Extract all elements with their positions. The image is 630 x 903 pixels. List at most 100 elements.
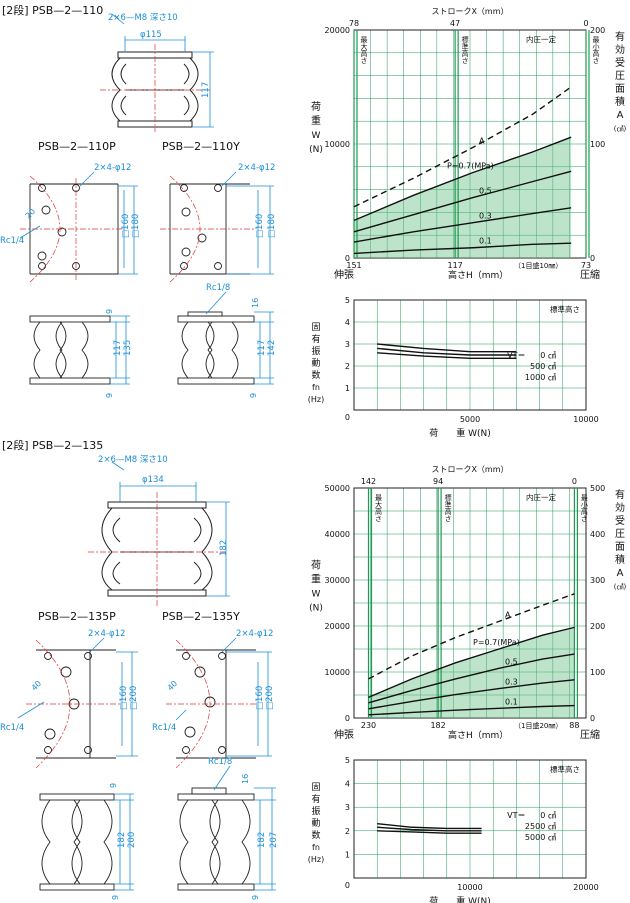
freq-110-freq-label: 数 [311, 369, 320, 381]
y-side-mid-110: 117 [257, 340, 267, 356]
freq-135-xtick: 20000 [573, 883, 598, 892]
freq-135-freq-label: 有 [311, 793, 320, 805]
y-sq180-110: □180 [267, 214, 277, 238]
load-135-expand-label: 伸張 [334, 729, 354, 741]
load-135-ytick-right: 0 [590, 714, 595, 723]
p-sq180-110: □180 [131, 214, 141, 238]
load-135-load-label: 荷 [311, 560, 321, 572]
y-holes-110: 2×4-φ12 [238, 163, 275, 173]
load-110-ytick-left: 0 [345, 254, 350, 263]
load-110-series-1 [353, 136, 572, 222]
freq-110-vt-value-0: 0 ㎠ [540, 351, 556, 360]
load-135-series-0 [368, 593, 575, 680]
y-side-top-135: 16 [241, 774, 250, 784]
load-135-area-label: 圧 [615, 529, 625, 540]
freq-110-freq-label: 固 [311, 322, 320, 333]
load-110-load-label: W [312, 131, 321, 141]
load-135-series-label-3: 0.3 [505, 678, 518, 687]
charts-panel: 最大高さ 標準高さ 最小高さ内圧一定AP=0.7(MPa)0.50.30.10100… [308, 7, 627, 903]
load-110-xtick: 151 [346, 261, 361, 270]
load-135-area-label: A [617, 568, 624, 579]
y-side-top-110: 16 [251, 298, 260, 308]
load-110-load-label: (N) [309, 145, 323, 155]
load-110-stroke-tick: 0 [583, 19, 588, 28]
load-135-stroke-tick: 142 [361, 477, 376, 486]
y-sq160-135: □160 [255, 686, 265, 710]
freq-110-series-1 [377, 347, 517, 356]
freq-110-vt-label: VT＝ [507, 351, 525, 360]
p-side-top-110: 9 [105, 309, 114, 314]
load-110-series-label-3: 0.3 [479, 212, 492, 221]
load-135-frame [353, 487, 587, 719]
load-110-height-axis: 高さH（mm） [448, 269, 508, 281]
drawing-110-top: 2×6—M8 深さ10 φ115 117 PSB—2—110P PSB—2—11… [0, 13, 277, 398]
y-rc-110: Rc1/8 [206, 283, 230, 293]
freq-135-vt-value-2: 5000 ㎠ [525, 833, 556, 842]
load-110-series-4 [353, 242, 572, 255]
load-110-marker-label-0: 最大高さ [360, 36, 368, 65]
drawing-135-top: 2×6—M8 深さ10 φ134 182 PSB—2—135P PSB—2—13… [0, 455, 279, 900]
freq-110-freq-label: 動 [311, 358, 320, 369]
p-side-top-135: 9 [109, 783, 118, 788]
freq-135-freq-label: 固 [311, 782, 320, 793]
hole-spec-135: 2×6—M8 深さ10 [98, 455, 168, 465]
load-135-stroke-tick: 94 [433, 477, 443, 486]
p-holes-110: 2×4-φ12 [94, 163, 131, 173]
load-110-area-label: 積 [615, 95, 625, 108]
load-110-area-label: 面 [615, 84, 625, 95]
y-side-bot-110: 9 [249, 393, 258, 398]
freq-110-xtick: 10000 [573, 415, 598, 424]
load-135-height-axis: 高さH（mm） [448, 729, 508, 741]
load-110-scale-note: （1目盛10㎜） [514, 261, 562, 270]
load-110-ytick-right: 200 [590, 26, 605, 35]
load-135-stroke-label: ストロークX（mm） [431, 465, 508, 474]
load-135-ytick-left: 30000 [325, 576, 350, 585]
load-135-series-label-0: A [505, 610, 511, 619]
load-110-area-label: 圧 [615, 71, 625, 82]
freq-110-ytick: 3 [345, 340, 350, 349]
load-135-shaded-area [368, 627, 575, 718]
variant-y-135: PSB—2—135Y [162, 610, 240, 623]
load-110-series-label-1: P=0.7(MPa) [447, 162, 494, 171]
hole-spec-110: 2×6—M8 深さ10 [108, 13, 178, 23]
freq-135-frame [353, 759, 587, 879]
load-135-series-3 [368, 679, 575, 710]
load-110-stroke-tick: 47 [450, 19, 460, 28]
freq-110-series-0 [377, 343, 517, 353]
freq-135-xtick: 10000 [457, 883, 482, 892]
load-135-ytick-left: 20000 [325, 622, 350, 631]
freq-135-freq-label: 動 [311, 818, 320, 829]
load-135-ytick-right: 400 [590, 530, 605, 539]
freq-135-freq-label: 数 [311, 829, 320, 841]
load-110-series-3 [353, 207, 572, 243]
freq-135-vt-value-1: 2500 ㎠ [525, 822, 556, 831]
load-135-series-label-1: P=0.7(MPa) [473, 638, 520, 647]
variant-y-110: PSB—2—110Y [162, 140, 240, 153]
p-side-total-110: 135 [123, 340, 133, 356]
load-110-load-label: 重 [311, 114, 321, 127]
load-135-marker-label-0: 最大高さ [375, 494, 383, 523]
freq-110-freq-label: 有 [311, 333, 320, 345]
y-rc1-135: Rc1/4 [152, 723, 176, 733]
freq-110-ytick: 1 [345, 384, 350, 393]
load-135-area-label: 有 [615, 488, 625, 501]
load-110-const-pressure: 内圧一定 [526, 34, 556, 44]
load-135-area-label: 積 [615, 553, 625, 566]
p-rc-110: Rc1/4 [0, 236, 24, 246]
freq-110-freq-label: 振 [311, 345, 320, 357]
load-110-compress-label: 圧縮 [580, 268, 600, 281]
load-110-area-label: 有 [615, 30, 625, 43]
load-135-area-label: 効 [615, 501, 625, 514]
p-sq160-110: □160 [121, 214, 131, 238]
load-110-marker-label-1: 標準高さ [461, 35, 469, 65]
freq-135-ytick: 1 [345, 850, 350, 859]
freq-110-frame [353, 299, 587, 411]
freq-135-ytick: 4 [345, 780, 350, 789]
load-135-ytick-right: 500 [590, 484, 605, 493]
load-135-ytick-left: 40000 [325, 530, 350, 539]
p-rc-135: Rc1/4 [0, 723, 24, 733]
freq-135-ytick: 3 [345, 803, 350, 812]
p-holes-135: 2×4-φ12 [88, 629, 125, 639]
y-side-mid-135: 182 [257, 832, 267, 848]
